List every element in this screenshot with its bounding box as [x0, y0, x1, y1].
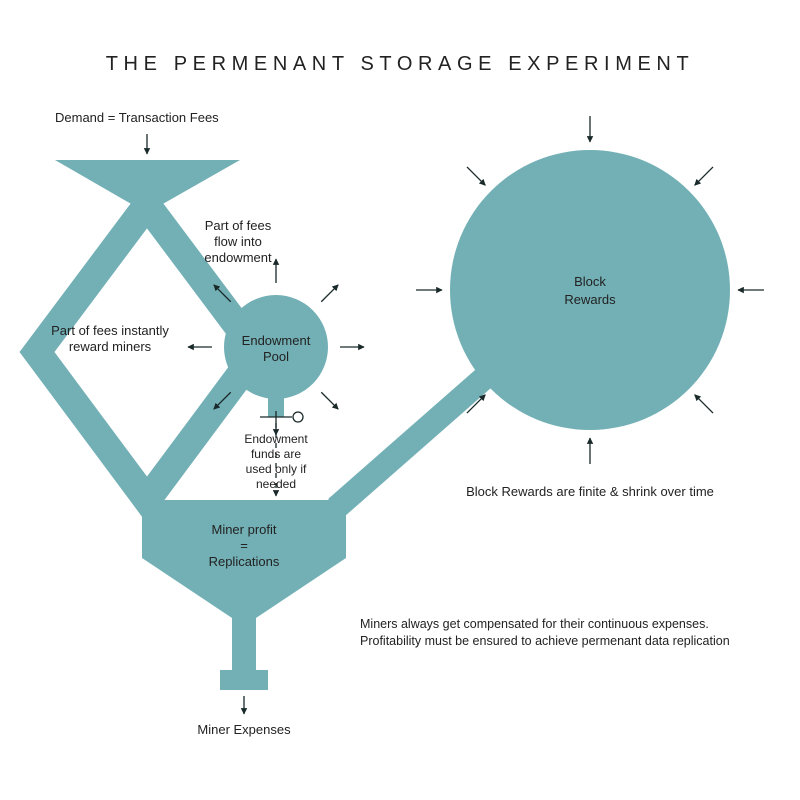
diagram-canvas: THE PERMENANT STORAGE EXPERIMENT Demand =…	[0, 0, 800, 800]
diagram-title: THE PERMENANT STORAGE EXPERIMENT	[106, 53, 695, 75]
endowment-used-label: needed	[256, 477, 296, 491]
miner-profit-label: Replications	[209, 554, 280, 569]
rewards-in-arrow	[695, 395, 713, 413]
block-rewards	[450, 150, 730, 430]
endowment-label: Pool	[263, 349, 289, 364]
miner-profit-label: Miner profit	[211, 522, 276, 537]
fees-to-endowment-label: endowment	[204, 250, 272, 265]
miner-profit-label: =	[240, 538, 248, 553]
fees-to-endowment-label: flow into	[214, 234, 262, 249]
endowment-used-label: used only if	[246, 462, 307, 476]
miner-spout	[220, 618, 268, 690]
endowment-label: Endowment	[242, 333, 311, 348]
rewards-shrink-label: Block Rewards are finite & shrink over t…	[466, 484, 714, 499]
loop-to-miner-connector	[133, 494, 161, 504]
miner-expenses-label: Miner Expenses	[197, 722, 291, 737]
funnel-connector	[133, 203, 161, 209]
fees-to-miners-label: Part of fees instantly	[51, 323, 169, 338]
flow-shapes	[37, 150, 730, 690]
block-rewards-label: Rewards	[564, 292, 616, 307]
compensation-note: Profitability must be ensured to achieve…	[360, 634, 730, 648]
fees-to-endowment-label: Part of fees	[205, 218, 272, 233]
rewards-in-arrow	[695, 167, 713, 185]
valve-handle	[293, 412, 303, 422]
endowment-out-arrow	[321, 392, 338, 409]
demand-label: Demand = Transaction Fees	[55, 110, 219, 125]
compensation-note: Miners always get compensated for their …	[360, 617, 709, 631]
rewards-in-arrow	[467, 167, 485, 185]
endowment-used-label: Endowment	[244, 432, 308, 446]
fees-to-miners-label: reward miners	[69, 339, 152, 354]
block-rewards-label: Block	[574, 274, 606, 289]
endowment-out-arrow	[321, 285, 338, 302]
endowment-used-label: funds are	[251, 447, 301, 461]
